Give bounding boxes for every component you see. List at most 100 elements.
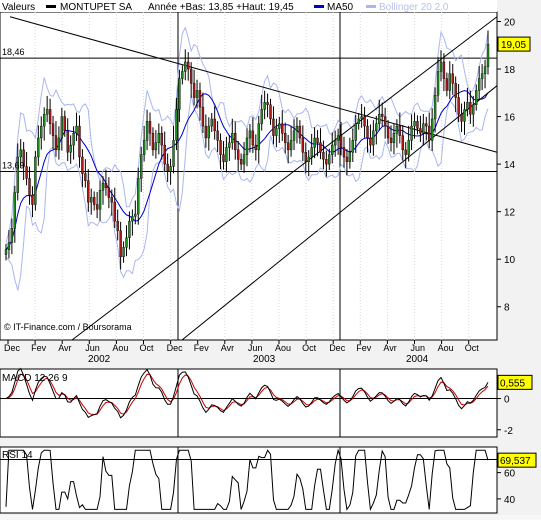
candle-body [37,137,40,158]
candle-body [257,123,260,151]
candle-body [104,182,108,189]
candle-body [145,121,149,141]
candle-body [84,173,87,181]
candle-body [316,137,319,143]
trend-lines [9,16,498,341]
candle-body [460,114,463,122]
candle-body [477,78,481,91]
candle-body [454,83,457,98]
candle-body [166,163,169,172]
candle-body [457,97,460,115]
candle-body [245,137,249,155]
candle-body [78,125,81,158]
candle-body [310,147,313,158]
candle-body [354,123,357,141]
candle-body [92,197,96,205]
candle-body [436,71,440,96]
last-price-box [497,36,531,52]
candle-body [184,61,187,72]
candle-body [142,140,146,155]
price-axis-label: 20 [504,18,516,29]
candle-body [422,123,425,134]
candle-body [201,106,205,127]
candle-body [319,142,322,153]
x-axis-month-label: Jun [248,343,263,353]
candle-body [369,137,372,146]
candle-body [137,178,140,215]
candle-body [383,116,387,127]
candle-body [292,130,296,141]
candle-body [386,125,390,139]
axis-labels: 20 18 16 14 12 10 8 Dec Fev Avr Jun Aou Oct Dec Fev Avr… [2,18,531,365]
candle-body [151,133,155,151]
candle-body [398,125,402,136]
candle-body [187,61,190,70]
candle-body [416,121,419,129]
x-axis-month-label: Aou [112,343,128,353]
candle-body [43,114,46,127]
candle-body [210,118,213,127]
rsi-last-box [497,452,537,468]
candle-body [148,121,152,134]
x-axis-month-label: Oct [302,343,317,353]
support-trendline-upper [71,16,498,341]
rsi-title: RSI 14 [2,450,33,461]
header-bar [0,0,497,12]
candle-body [242,154,246,165]
candlesticks [4,30,490,270]
candle-body [372,130,375,146]
candle-body [339,135,343,148]
candle-body [172,140,175,167]
candle-body [239,159,243,165]
price-panel [0,11,498,341]
price-axis-label: 10 [504,255,516,266]
candle-body [375,123,378,132]
x-axis-year-label: 2003 [253,354,276,365]
candle-body [10,228,14,243]
candle-body [219,140,222,155]
x-axis-month-label: Dec [329,343,346,353]
candle-body [154,142,158,151]
candle-body [225,147,228,162]
candle-body [231,133,234,143]
rsi-last-label: 69,537 [500,456,531,467]
x-axis-year-label: 2002 [88,354,111,365]
candle-body [404,149,407,155]
candle-body [95,204,99,210]
candle-body [357,118,360,124]
candle-body [486,43,490,67]
candle-body [298,125,302,139]
bollinger-bands [5,26,489,291]
candle-body [28,178,31,196]
candle-body [178,78,181,110]
macd-line [5,367,489,419]
bollinger-upper-band [5,26,489,243]
x-axis-month-label: Fev [31,343,47,353]
candle-body [81,156,84,174]
candle-body [442,61,446,79]
candle-body [195,90,199,98]
candle-body [251,130,255,146]
candle-body [407,140,410,155]
candle-body [389,137,393,143]
candle-body [248,130,252,139]
candle-body [401,135,404,151]
candle-body [269,104,272,120]
candle-body [480,73,484,79]
ma50-legend-swatch [314,5,324,8]
candle-body [131,216,134,222]
candle-body [286,142,290,151]
candle-body [333,140,337,146]
candle-body [342,147,346,158]
candle-body [236,149,240,160]
candle-body [439,61,443,72]
candle-body [263,102,266,110]
price-axis-label: 18 [504,65,516,76]
x-axis-month-label: Fev [194,343,210,353]
candle-body [348,152,352,162]
candle-body [75,125,78,134]
resistance-trendline [9,16,498,153]
candle-body [31,194,34,205]
candle-body [366,125,369,139]
candle-body [336,135,340,141]
